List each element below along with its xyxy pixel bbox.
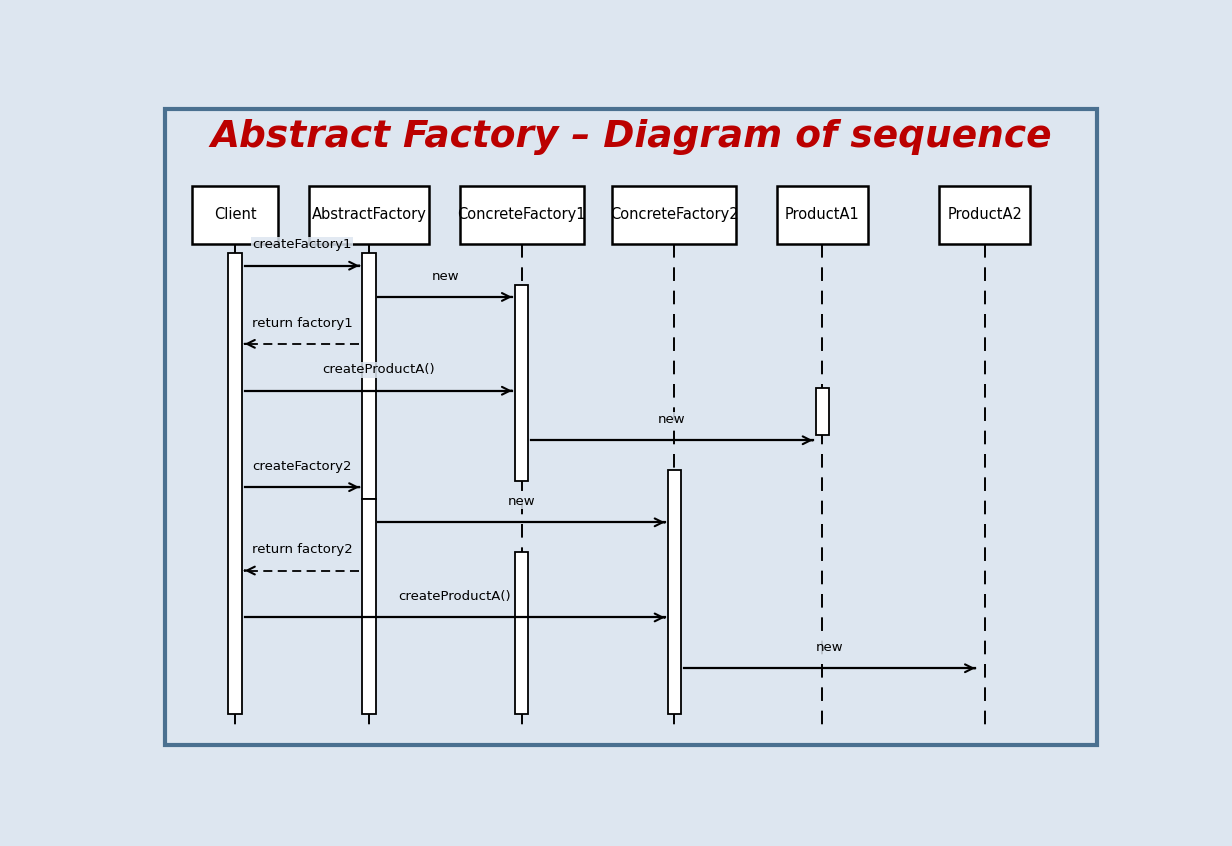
Bar — [777, 186, 867, 244]
Text: ConcreteFactory2: ConcreteFactory2 — [610, 207, 739, 222]
Bar — [612, 186, 737, 244]
Text: createProductA(): createProductA() — [322, 364, 435, 376]
Bar — [362, 253, 376, 499]
Bar — [816, 388, 829, 435]
Bar — [515, 552, 529, 714]
Text: createFactory1: createFactory1 — [253, 239, 352, 251]
Bar — [309, 186, 429, 244]
Bar — [192, 186, 278, 244]
Bar — [668, 470, 681, 714]
Text: Abstract Factory – Diagram of sequence: Abstract Factory – Diagram of sequence — [211, 119, 1052, 156]
Text: ConcreteFactory1: ConcreteFactory1 — [457, 207, 586, 222]
Bar — [939, 186, 1030, 244]
Text: new: new — [431, 270, 460, 283]
Text: new: new — [508, 495, 536, 508]
Text: AbstractFactory: AbstractFactory — [312, 207, 426, 222]
Text: return factory2: return factory2 — [251, 543, 352, 556]
Bar — [362, 499, 376, 714]
Bar — [460, 186, 584, 244]
Text: return factory1: return factory1 — [251, 316, 352, 330]
Text: Client: Client — [214, 207, 256, 222]
Text: new: new — [816, 641, 844, 654]
Text: createProductA(): createProductA() — [398, 591, 511, 603]
Text: ProductA2: ProductA2 — [947, 207, 1023, 222]
Text: createFactory2: createFactory2 — [253, 460, 352, 473]
Text: new: new — [658, 413, 686, 426]
Bar — [515, 285, 529, 481]
Text: ProductA1: ProductA1 — [785, 207, 860, 222]
Bar — [228, 253, 241, 714]
